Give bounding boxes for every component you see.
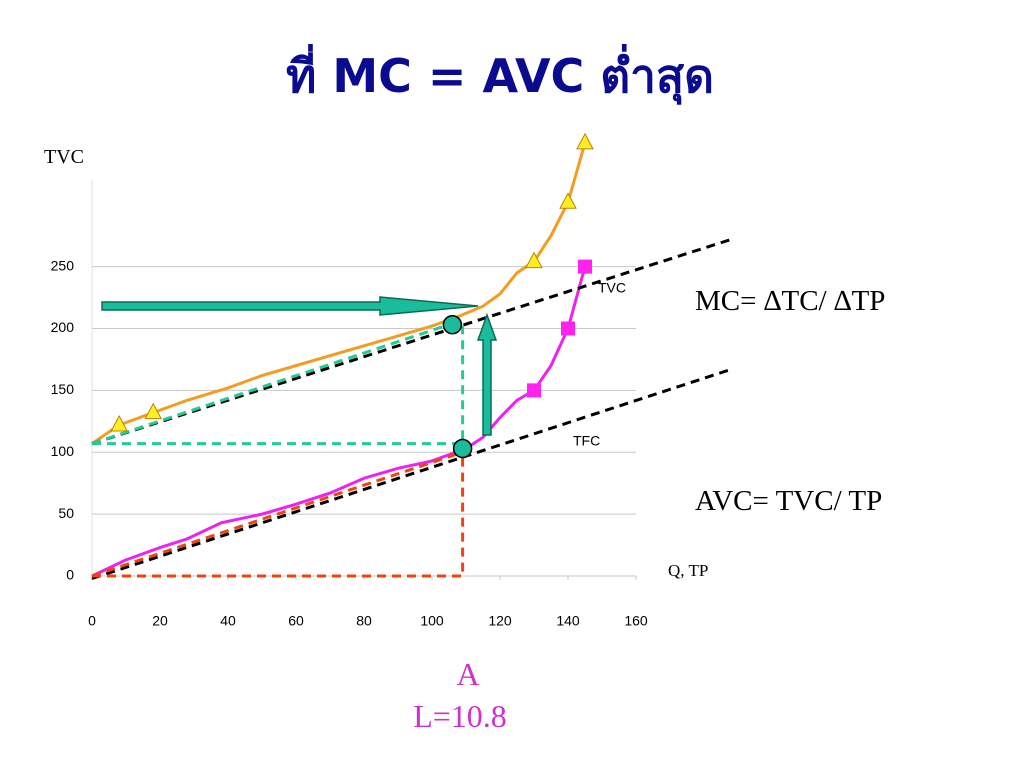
formula: AVC= TVC/ TP: [695, 485, 882, 517]
marker: [144, 402, 163, 420]
x-tick-label: 20: [152, 613, 168, 629]
point-label: A: [456, 656, 479, 692]
x-tick-label: 140: [556, 613, 580, 629]
x-tick-label: 40: [220, 613, 236, 629]
arrow: [476, 312, 498, 436]
arrows: [101, 296, 498, 436]
x-tick-label: 60: [288, 613, 304, 629]
y-tick-label: 250: [51, 257, 75, 273]
y-axis-label: TVC: [44, 146, 84, 168]
y-tick-label: 200: [51, 319, 75, 335]
dashed-line: [91, 367, 732, 580]
y-tick-label: 150: [51, 381, 75, 397]
curve: [91, 142, 587, 445]
arrow: [101, 296, 479, 316]
marker: [559, 192, 577, 209]
marker: [561, 321, 575, 336]
slide-title: ที่ MC = AVC ต่ำสุด: [286, 44, 714, 105]
dashed-line: [91, 322, 453, 446]
y-tick-label: 100: [51, 443, 75, 459]
dashed-line: [92, 323, 465, 446]
dashed-line: [91, 237, 732, 446]
marker: [525, 251, 543, 269]
x-tick-label: 100: [420, 613, 444, 629]
marker: [578, 259, 592, 274]
x-tick-label: 80: [356, 613, 372, 629]
dashed-line: [91, 450, 464, 578]
marker: [442, 315, 463, 335]
x-tick-label: 160: [624, 613, 648, 629]
y-tick-label: 50: [58, 505, 74, 521]
marker: [452, 438, 473, 459]
dashed-line: [92, 452, 465, 578]
x-tick-label: 0: [88, 613, 96, 629]
x-axis-label: Q, TP: [668, 561, 708, 580]
curve-label: TFC: [573, 433, 600, 449]
marker: [110, 414, 129, 432]
point-label: L=10.8: [413, 698, 507, 734]
x-tick-label: 120: [488, 613, 512, 629]
curve-label: TVC: [598, 280, 626, 296]
y-tick-label: 0: [66, 567, 74, 583]
marker: [527, 383, 541, 398]
plot: 0 50 100 150 200 250 0 20 40 60 80 100 120 140 160: [51, 132, 732, 629]
marker: [576, 132, 594, 150]
formula: MC= ∆TC/ ∆TP: [695, 285, 885, 317]
